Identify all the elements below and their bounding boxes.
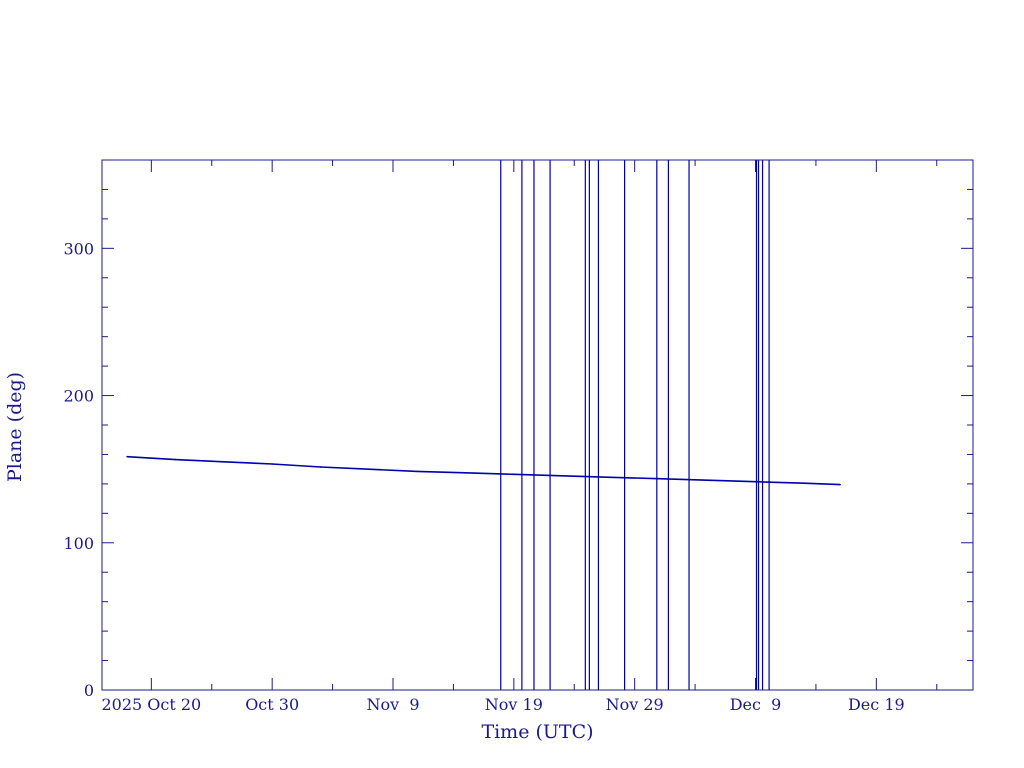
series-point-1 — [174, 458, 177, 461]
series-point-14 — [803, 482, 805, 484]
y-tick-label: 0 — [84, 681, 94, 700]
series-point-15 — [839, 483, 841, 486]
series-layer — [126, 455, 841, 486]
x-tick-label: Nov 29 — [606, 695, 664, 714]
axis-ticks — [102, 159, 973, 691]
x-tick-label: Dec 9 — [730, 695, 782, 714]
vertical-markers — [500, 160, 770, 690]
series-point-8 — [513, 473, 515, 476]
series-point-12 — [706, 479, 708, 482]
y-tick-label: 100 — [63, 534, 94, 553]
x-tick-label: Oct 30 — [245, 695, 299, 714]
series-point-13 — [754, 480, 757, 483]
y-tick-label: 300 — [63, 239, 94, 258]
series-point-11 — [658, 477, 660, 480]
y-axis-title: Plane (deg) — [4, 372, 26, 482]
series-line-0 — [127, 455, 841, 486]
tick-labels: 0 100 200 300 2025 Oct 20 Oct 30 Nov 9 Nov 19 No… — [63, 239, 904, 714]
series-point-2 — [223, 461, 225, 463]
plot-frame — [101, 159, 974, 691]
x-tick-label: Dec 19 — [848, 695, 905, 714]
series-point-7 — [464, 472, 467, 474]
x-tick-label: Nov 9 — [366, 695, 419, 714]
x-tick-label: Nov 19 — [485, 695, 543, 714]
series-point-10 — [609, 476, 612, 479]
series-point-9 — [561, 474, 563, 477]
y-tick-label: 200 — [63, 387, 94, 406]
series-point-3 — [271, 463, 273, 465]
series-point-5 — [368, 468, 370, 470]
series-point-6 — [416, 470, 418, 473]
series-point-4 — [319, 466, 322, 468]
x-axis-title: Time (UTC) — [481, 721, 593, 743]
x-tick-label: 2025 Oct 20 — [101, 695, 201, 714]
series-point-0 — [126, 455, 128, 458]
